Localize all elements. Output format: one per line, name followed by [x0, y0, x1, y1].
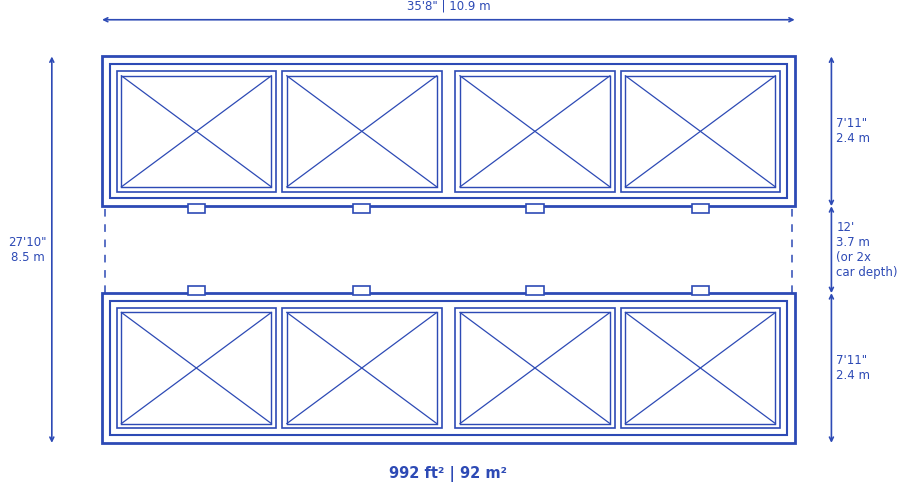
Bar: [188, 204, 205, 213]
Bar: [527, 286, 544, 295]
Bar: [122, 76, 271, 187]
Text: 35'8" | 10.9 m: 35'8" | 10.9 m: [407, 0, 490, 12]
Bar: [692, 204, 709, 213]
Bar: [122, 312, 271, 424]
Bar: [102, 293, 794, 443]
Bar: [692, 286, 709, 295]
Bar: [110, 64, 787, 198]
Bar: [460, 312, 610, 424]
Bar: [626, 76, 775, 187]
Bar: [626, 312, 775, 424]
Bar: [460, 76, 610, 187]
Text: 27'10"
8.5 m: 27'10" 8.5 m: [8, 236, 47, 264]
Bar: [110, 301, 787, 435]
Bar: [282, 71, 441, 191]
Bar: [353, 286, 370, 295]
Bar: [455, 308, 615, 429]
Bar: [287, 312, 437, 424]
Bar: [116, 308, 276, 429]
Bar: [620, 71, 780, 191]
Bar: [620, 308, 780, 429]
Text: 992 ft² | 92 m²: 992 ft² | 92 m²: [390, 466, 508, 482]
Text: 7'11"
2.4 m: 7'11" 2.4 m: [836, 118, 870, 145]
Bar: [287, 76, 437, 187]
Bar: [116, 71, 276, 191]
Bar: [353, 204, 370, 213]
Bar: [282, 308, 441, 429]
Bar: [102, 57, 794, 206]
Bar: [527, 204, 544, 213]
Text: 7'11"
2.4 m: 7'11" 2.4 m: [836, 354, 870, 382]
Bar: [188, 286, 205, 295]
Bar: [455, 71, 615, 191]
Text: 12'
3.7 m
(or 2x
car depth): 12' 3.7 m (or 2x car depth): [836, 221, 898, 279]
